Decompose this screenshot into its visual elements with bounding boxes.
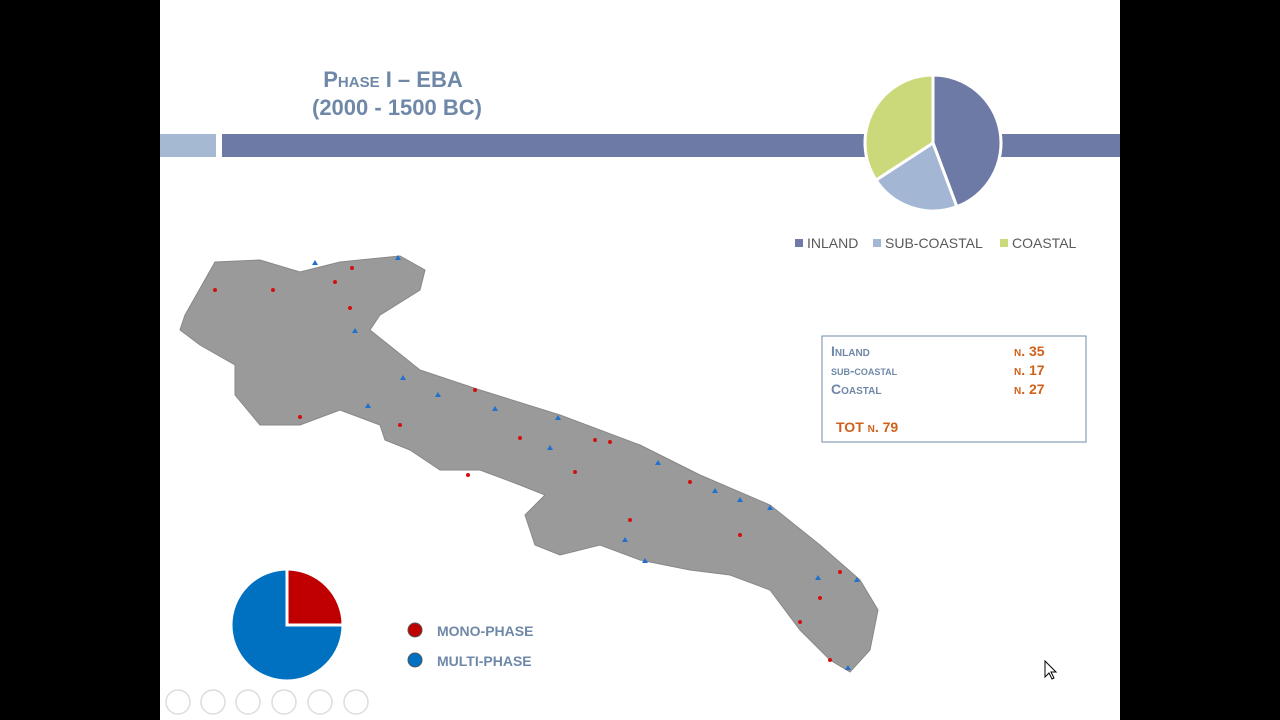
pie-slice (873, 140, 959, 213)
title: Phase I – EBA (323, 67, 463, 92)
count-value: n. 27 (1014, 381, 1045, 397)
legend-label: COASTAL (1012, 235, 1077, 251)
zoom-button[interactable] (307, 689, 333, 715)
legend-swatch (407, 622, 423, 638)
count-label: Inland (831, 343, 870, 359)
count-total: TOT n. 79 (836, 419, 898, 435)
pie-slice (863, 73, 935, 183)
count-value: n. 17 (1014, 362, 1045, 378)
count-value: n. 35 (1014, 343, 1045, 359)
legend-swatch (873, 239, 881, 247)
pie-slice (229, 567, 345, 683)
count-list: Inland n. 35 sub-coastal n. 17 Coastal n. 27 T… (831, 343, 1045, 435)
pen-button[interactable] (235, 689, 261, 715)
count-box (821, 335, 1087, 443)
legend-label: MULTI-PHASE (437, 653, 532, 669)
legend-label: INLAND (807, 235, 858, 251)
legend-label: SUB-COASTAL (885, 235, 983, 251)
slides-button[interactable] (271, 689, 297, 715)
pie-slice (285, 567, 345, 627)
legend-label: MONO-PHASE (437, 623, 533, 639)
bar-accent (160, 134, 216, 157)
cursor (1044, 659, 1058, 680)
site-dots (213, 266, 842, 662)
next-button[interactable] (200, 689, 226, 715)
legend-swatch (407, 652, 423, 668)
more-button[interactable] (343, 689, 369, 715)
legend-swatch (1000, 239, 1008, 247)
count-label: sub-coastal (831, 363, 898, 378)
map (179, 255, 879, 673)
prev-button[interactable] (165, 689, 191, 715)
subtitle: (2000 - 1500 BC) (312, 95, 482, 120)
site-triangles (312, 255, 860, 670)
slideshow-controls[interactable] (165, 689, 369, 715)
pie-slice (931, 73, 1003, 209)
count-label: Coastal (831, 381, 881, 397)
legend-swatch (795, 239, 803, 247)
